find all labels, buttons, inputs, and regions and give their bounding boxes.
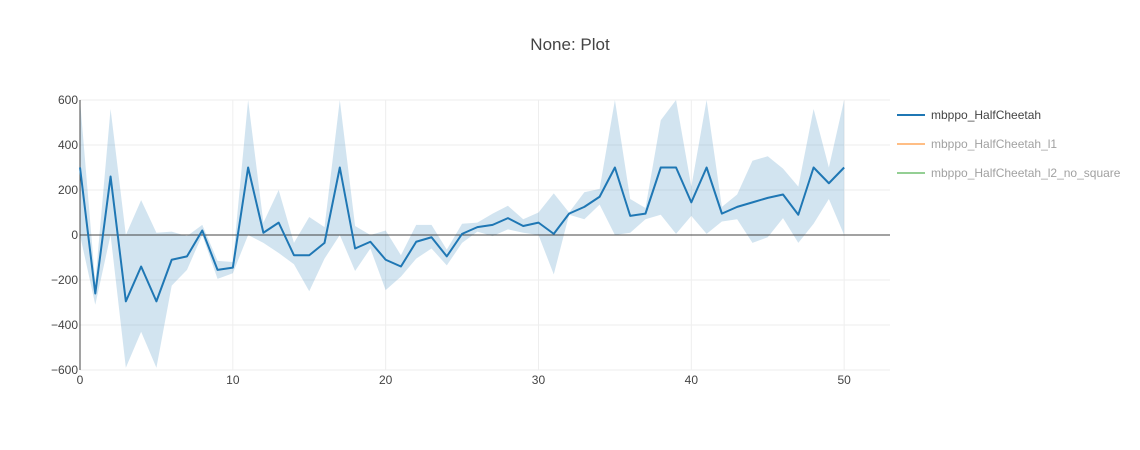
x-tick-label: 40	[685, 373, 699, 387]
y-tick-label: 400	[58, 138, 78, 152]
legend-label: mbppo_HalfCheetah_l1	[931, 137, 1057, 151]
legend[interactable]: mbppo_HalfCheetah mbppo_HalfCheetah_l1mbp…	[897, 108, 1121, 180]
x-tick-label: 20	[379, 373, 393, 387]
x-tick-label: 30	[532, 373, 546, 387]
y-tick-label: 0	[71, 228, 78, 242]
axes	[79, 100, 890, 370]
legend-label: mbppo_HalfCheetah_l2_no_square	[931, 166, 1121, 180]
legend-item-0[interactable]: mbppo_HalfCheetah	[897, 108, 1041, 122]
legend-item-1[interactable]: mbppo_HalfCheetah_l1	[897, 137, 1057, 151]
y-tick-label: −400	[51, 318, 78, 332]
x-tick-label: 0	[77, 373, 84, 387]
series-lines	[79, 166, 845, 303]
y-tick-label: 600	[58, 93, 78, 107]
tick-labels: 0 10 20 30 40 50 −600 −400 −200 0 200 400 600	[51, 93, 851, 387]
y-tick-label: −200	[51, 273, 78, 287]
chart-title: None: Plot	[530, 35, 610, 54]
legend-item-2[interactable]: mbppo_HalfCheetah_l2_no_square	[897, 166, 1121, 180]
y-tick-label: −600	[51, 363, 78, 377]
x-tick-label: 10	[226, 373, 240, 387]
x-tick-label: 50	[837, 373, 851, 387]
y-tick-label: 200	[58, 183, 78, 197]
legend-label: mbppo_HalfCheetah	[931, 108, 1041, 122]
